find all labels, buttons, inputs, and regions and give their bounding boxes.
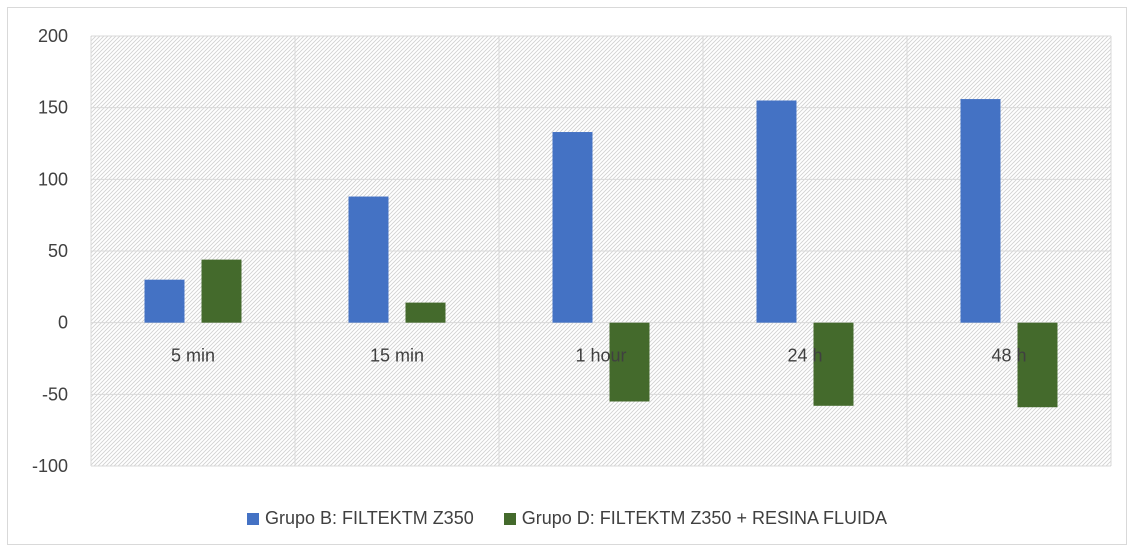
legend-item-series-2: Grupo D: FILTEKTM Z350 + RESINA FLUIDA <box>503 508 887 529</box>
gridlines <box>90 35 1112 467</box>
legend-swatch-series-1 <box>246 512 259 525</box>
bar-series-1 <box>756 100 797 323</box>
bar-series-2 <box>1017 322 1058 408</box>
legend-label-series-2: Grupo D: FILTEKTM Z350 + RESINA FLUIDA <box>521 508 887 528</box>
y-tick-labels: 200 150 100 50 0 -50 -100 <box>32 26 68 476</box>
legend-label-series-1: Grupo B: FILTEKTM Z350 <box>264 508 474 528</box>
y-tick-label: 50 <box>48 241 68 261</box>
x-category-label: 48 h <box>991 346 1026 366</box>
y-tick-label: 0 <box>58 313 68 333</box>
bar-series-2 <box>609 322 650 402</box>
bar-series-2 <box>405 302 446 323</box>
bar-series-2 <box>201 259 242 323</box>
bar-series-1 <box>960 99 1001 323</box>
legend-swatch-series-2 <box>503 512 516 525</box>
x-category-label: 24 h <box>787 346 822 366</box>
y-tick-label: 100 <box>38 169 68 189</box>
x-category-label: 5 min <box>171 346 215 366</box>
bars <box>144 99 1058 408</box>
bar-series-1 <box>348 196 389 323</box>
y-tick-label: -50 <box>42 384 68 404</box>
bar-series-1 <box>144 279 185 323</box>
y-tick-label: 150 <box>38 98 68 118</box>
x-category-label: 1 hour <box>575 346 626 366</box>
x-category-labels: 5 min 15 min 1 hour 24 h 48 h <box>171 346 1027 366</box>
bar-series-2 <box>813 322 854 406</box>
y-tick-label: -100 <box>32 456 68 476</box>
legend-item-series-1: Grupo B: FILTEKTM Z350 <box>246 508 474 529</box>
legend: Grupo B: FILTEKTM Z350 Grupo D: FILTEKTM… <box>0 508 1134 529</box>
x-category-label: 15 min <box>370 346 424 366</box>
y-tick-label: 200 <box>38 26 68 46</box>
bar-series-1 <box>552 132 593 323</box>
